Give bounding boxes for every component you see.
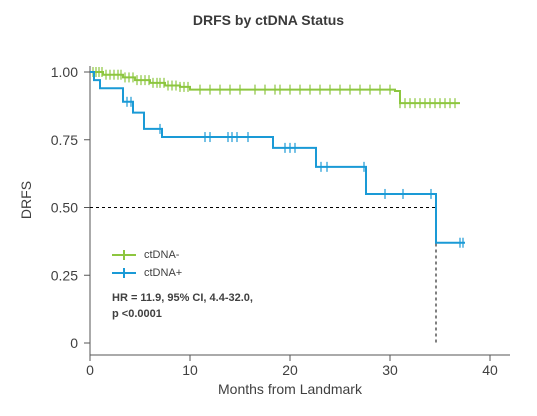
x-tick-label: 40 — [482, 362, 498, 378]
x-tick-label: 0 — [86, 362, 94, 378]
survival-curve — [90, 71, 465, 244]
legend-swatch-ctdna-negative — [112, 250, 136, 260]
legend-item-ctdna-positive: ctDNA+ — [112, 264, 182, 282]
x-tick-label: 20 — [282, 362, 298, 378]
series-ctdna-positive — [90, 71, 465, 248]
y-tick-label: 0.75 — [51, 132, 78, 148]
y-tick-label: 1.00 — [51, 64, 78, 80]
legend-label-ctdna-negative: ctDNA- — [144, 249, 180, 261]
x-tick-label: 30 — [382, 362, 398, 378]
chart-series — [90, 67, 465, 248]
y-tick-label: 0 — [70, 335, 78, 351]
series-ctdna-negative — [90, 67, 460, 109]
hazard-ratio-line-2: p <0.0001 — [112, 308, 162, 320]
chart-ticks: 0 10 20 30 40 0 0.25 0.50 0.75 1.00 — [51, 64, 498, 378]
x-tick-label: 10 — [182, 362, 198, 378]
chart-axes — [89, 66, 510, 356]
legend-label-ctdna-positive: ctDNA+ — [144, 267, 183, 279]
y-tick-label: 0.25 — [51, 267, 78, 283]
hazard-ratio-annotation: HR = 11.9, 95% CI, 4.4-32.0, p <0.0001 — [112, 290, 253, 322]
median-reference-lines — [90, 207, 437, 343]
y-axis-label: DRFS — [18, 180, 34, 220]
legend-swatch-ctdna-positive — [112, 268, 136, 278]
chart-title: DRFS by ctDNA Status — [192, 12, 345, 28]
y-tick-label: 0.50 — [51, 200, 78, 216]
legend-item-ctdna-negative: ctDNA- — [112, 246, 182, 264]
chart-legend: ctDNA- ctDNA+ — [112, 246, 182, 282]
hazard-ratio-line-1: HR = 11.9, 95% CI, 4.4-32.0, — [112, 292, 253, 304]
survival-curve — [90, 71, 460, 105]
x-axis-label: Months from Landmark — [218, 381, 362, 397]
